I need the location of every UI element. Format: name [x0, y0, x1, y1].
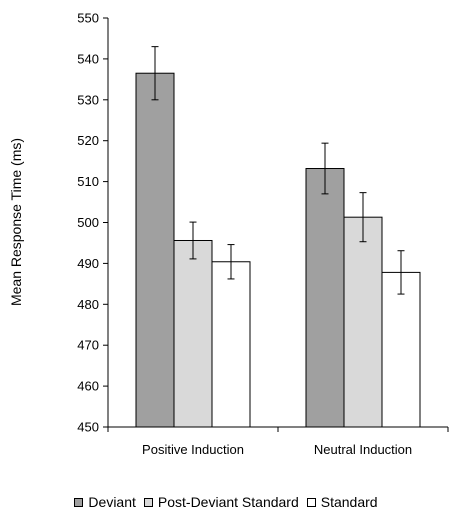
- error-bars-layer: [151, 46, 405, 295]
- y-tick-label: 510: [77, 174, 99, 189]
- y-tick-label: 480: [77, 297, 99, 312]
- bar: [305, 168, 345, 428]
- x-tick-label: Neutral Induction: [314, 442, 412, 457]
- y-tick-label: 490: [77, 256, 99, 271]
- bars-layer: [135, 72, 421, 428]
- bar: [135, 72, 175, 428]
- legend-label: Deviant: [88, 494, 136, 510]
- bar: [211, 261, 251, 428]
- y-tick-label: 450: [77, 420, 99, 435]
- legend-swatch: [74, 497, 84, 507]
- legend-swatch: [306, 497, 316, 507]
- y-tick-label: 460: [77, 379, 99, 394]
- x-tick-label: Positive Induction: [142, 442, 244, 457]
- y-tick-label: 530: [77, 92, 99, 107]
- bar: [173, 239, 213, 428]
- bar: [343, 216, 383, 428]
- y-axis-title: Mean Response Time (ms): [8, 138, 24, 306]
- legend: Deviant Post-Deviant Standard Standard: [0, 494, 452, 510]
- y-tick-label: 500: [77, 215, 99, 230]
- legend-swatch: [143, 497, 153, 507]
- y-tick-label: 520: [77, 133, 99, 148]
- x-axis: Positive Induction Neutral Induction: [107, 426, 449, 457]
- y-tick-label: 540: [77, 51, 99, 66]
- legend-item: Deviant: [74, 494, 136, 510]
- y-tick-label: 550: [77, 11, 99, 26]
- legend-item: Post-Deviant Standard: [143, 494, 299, 510]
- y-axis: 450 460 470 480 490 500 510 520 530 540 550: [77, 11, 109, 435]
- legend-item: Standard: [306, 494, 378, 510]
- legend-label: Post-Deviant Standard: [157, 494, 299, 510]
- bar: [381, 271, 421, 428]
- y-tick-label: 470: [77, 338, 99, 353]
- legend-label: Standard: [320, 494, 378, 510]
